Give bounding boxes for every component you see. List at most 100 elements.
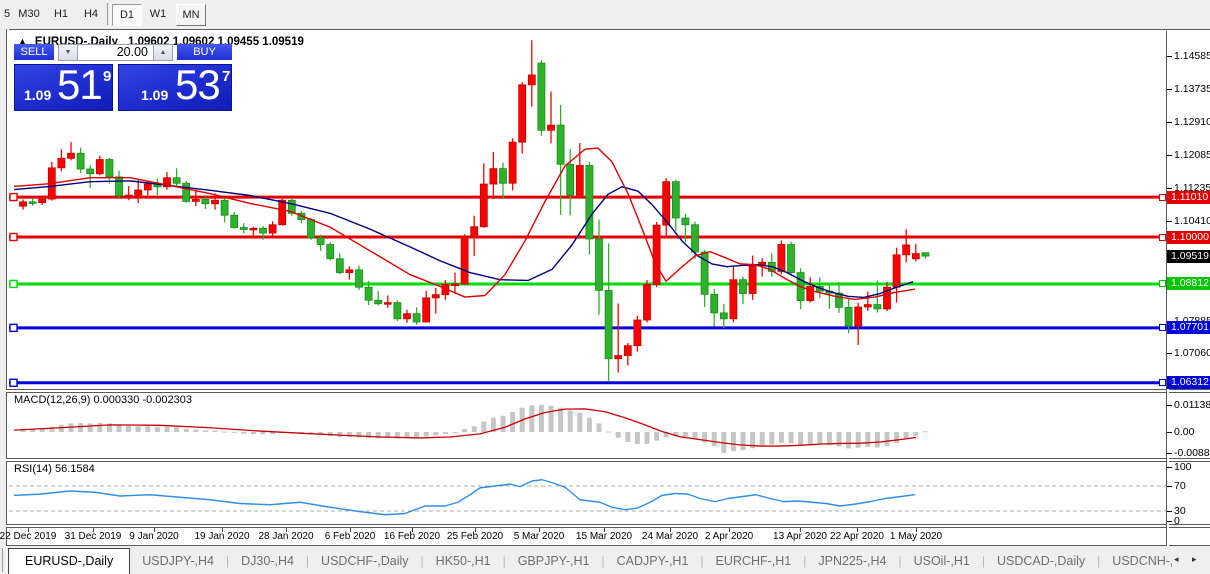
chart-tab-eurchf-h1[interactable]: EURCHF-,H1 — [715, 554, 792, 568]
chart-tab-hk50-h1[interactable]: HK50-,H1 — [435, 554, 491, 568]
macd-histogram-bar — [154, 426, 160, 432]
tab-scroll-left-icon[interactable]: ◂ — [1174, 554, 1179, 564]
candle-body — [38, 198, 47, 204]
macd-histogram-bar — [759, 432, 765, 446]
timeframe-button-m30[interactable]: M30 — [18, 8, 40, 20]
macd-histogram-bar — [346, 432, 352, 437]
macd-histogram-bar — [462, 429, 468, 432]
bid-price-prefix: 1.09 — [24, 87, 52, 103]
candle-body — [777, 244, 786, 272]
macd-histogram-bar — [375, 432, 381, 439]
candle-body — [239, 227, 248, 230]
date-axis-tick-mark — [93, 528, 94, 532]
date-axis-label: 19 Jan 2020 — [194, 531, 250, 542]
pane-divider[interactable] — [6, 458, 1210, 462]
volume-increase-button[interactable]: ▲ — [153, 44, 173, 61]
macd-signal-line — [13, 408, 917, 447]
price-axis-tick-label: 1.13735 — [1174, 83, 1210, 96]
level-line-handle[interactable] — [1159, 379, 1166, 387]
chart-tab-usdcad-daily[interactable]: USDCAD-,Daily — [996, 554, 1086, 568]
macd-histogram-bar — [807, 432, 813, 445]
timeframe-button-h1[interactable]: H1 — [53, 8, 69, 20]
level-line-handle[interactable] — [1159, 193, 1166, 201]
timeframe-button-w1[interactable]: W1 — [149, 8, 167, 20]
candle-body — [105, 159, 114, 178]
chart-tab-eurusd-daily[interactable]: EURUSD-,Daily — [8, 548, 131, 574]
macd-histogram-bar — [202, 430, 208, 432]
candle-body — [547, 124, 555, 131]
candle-body — [479, 183, 488, 228]
macd-histogram-bar — [673, 432, 679, 437]
macd-histogram-bar — [817, 432, 823, 445]
macd-histogram-bar — [577, 412, 583, 432]
buy-button[interactable]: BUY — [177, 44, 232, 62]
candle-body — [623, 345, 632, 356]
candle-body — [873, 304, 882, 310]
timeframe-button-h4[interactable]: H4 — [83, 8, 99, 20]
chart-tab-cadjpy-h1[interactable]: CADJPY-,H1 — [616, 554, 689, 568]
candle-body — [729, 279, 738, 320]
macd-histogram-bar — [788, 432, 794, 444]
candle-body — [604, 289, 613, 360]
macd-histogram-bar — [366, 432, 372, 439]
macd-histogram-bar — [711, 432, 717, 447]
chart-tab-usdcnh-daily[interactable]: USDCNH-,Daily — [1112, 554, 1176, 568]
candle-body — [422, 297, 431, 323]
chart-tab-usdjpy-h4[interactable]: USDJPY-,H4 — [142, 554, 214, 568]
macd-histogram-bar — [20, 429, 26, 432]
date-axis-label: 9 Jan 2020 — [129, 531, 179, 542]
tab-scroll-right-icon[interactable]: ▸ — [1192, 554, 1197, 564]
sell-price-tile[interactable]: 1.09 51 9 — [14, 61, 113, 111]
chart-tab-usdchf-daily[interactable]: USDCHF-,Daily — [321, 554, 409, 568]
chart-plot-area[interactable] — [9, 31, 1166, 546]
tab-separator: | — [601, 554, 605, 568]
pane-divider[interactable] — [6, 389, 1210, 393]
axis-tick-mark — [1167, 353, 1172, 355]
candle-body — [28, 201, 37, 204]
tab-separator: | — [226, 554, 230, 568]
chart-tab-gbpjpy-h1[interactable]: GBPJPY-,H1 — [517, 554, 590, 568]
chart-tab-usoil-h1[interactable]: USOil-,H1 — [913, 554, 970, 568]
volume-input[interactable]: 20.00 — [77, 44, 154, 61]
candle-body — [326, 244, 335, 260]
axis-tick-mark — [1167, 188, 1172, 190]
timeframe-button-mn[interactable]: MN — [176, 4, 206, 26]
macd-histogram-bar — [558, 407, 564, 432]
macd-histogram-bar — [442, 432, 448, 434]
macd-axis-tick-label: 0.00 — [1174, 426, 1195, 438]
toolbar-separator — [107, 3, 111, 25]
level-line-handle[interactable] — [1159, 280, 1166, 288]
candle-body — [287, 199, 296, 214]
chart-tab-dj30-h4[interactable]: DJ30-,H4 — [241, 554, 294, 568]
level-line-handle[interactable] — [1159, 233, 1166, 241]
buy-price-tile[interactable]: 1.09 53 7 — [118, 61, 232, 111]
tab-separator: | — [305, 554, 310, 568]
price-axis-tick-label: 1.10410 — [1174, 214, 1210, 227]
macd-histogram-bar — [865, 432, 871, 447]
macd-histogram-bar — [135, 426, 141, 432]
panel-toggle-arrow-icon[interactable]: ▲ — [18, 36, 27, 46]
candle-body — [374, 299, 383, 305]
date-axis-tick-mark — [222, 528, 223, 532]
date-axis-label: 31 Dec 2019 — [64, 531, 122, 542]
date-axis-tick-mark — [350, 528, 351, 532]
candle-body — [86, 168, 95, 175]
chart-tab-jpn225-h4[interactable]: JPN225-,H4 — [818, 554, 887, 568]
axis-tick-mark — [1167, 432, 1172, 433]
sell-button[interactable]: SELL — [14, 44, 54, 62]
macd-histogram-bar — [222, 431, 228, 433]
axis-tick-mark — [1167, 404, 1172, 406]
date-axis-tick-mark — [916, 528, 917, 532]
candle-body — [19, 201, 27, 207]
level-line-handle[interactable] — [1159, 324, 1166, 332]
axis-tick-mark — [1167, 121, 1172, 123]
volume-decrease-button[interactable]: ▼ — [58, 44, 78, 61]
macd-histogram-bar — [778, 432, 784, 443]
date-axis-label: 22 Dec 2019 — [0, 531, 57, 542]
timeframe-button-d1[interactable]: D1 — [112, 4, 142, 26]
timeframe-button-5[interactable]: 5 — [3, 8, 11, 20]
price-axis-tick-label: 1.12085 — [1174, 148, 1210, 161]
date-axis-label: 2 Apr 2020 — [704, 531, 754, 542]
candle-body — [566, 163, 575, 196]
